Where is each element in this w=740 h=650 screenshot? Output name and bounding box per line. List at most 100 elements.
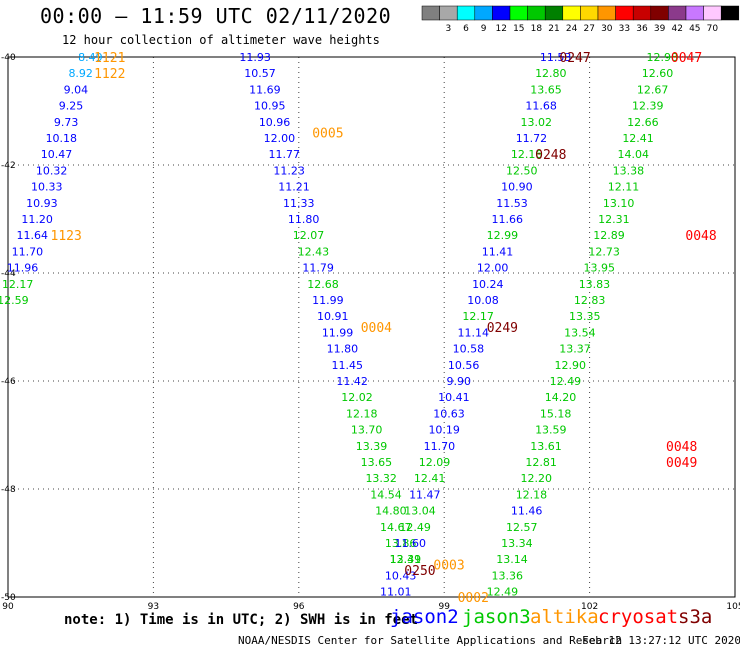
swh-value: 11.42 bbox=[336, 375, 368, 388]
swh-value: 11.14 bbox=[458, 326, 490, 339]
pass-time-label: 0048 bbox=[666, 440, 697, 455]
scale-label: 21 bbox=[548, 24, 559, 34]
x-tick-label: 105 bbox=[726, 602, 740, 612]
swh-value: 12.17 bbox=[462, 310, 494, 323]
swh-value: 13.65 bbox=[361, 456, 393, 469]
swh-value: 14.20 bbox=[545, 391, 577, 404]
swh-value: 9.73 bbox=[54, 116, 79, 129]
swh-value: 13.83 bbox=[579, 278, 611, 291]
scale-swatch bbox=[668, 5, 687, 21]
swh-value: 12.02 bbox=[341, 391, 373, 404]
scale-swatch bbox=[544, 5, 564, 21]
swh-value: 11.69 bbox=[249, 83, 281, 96]
y-tick-label: -50 bbox=[1, 593, 16, 603]
swh-value: 12.31 bbox=[390, 553, 422, 566]
swh-value: 12.73 bbox=[588, 245, 620, 258]
x-tick-label: 90 bbox=[2, 602, 14, 612]
scale-swatch bbox=[685, 5, 704, 21]
swh-value: 11.64 bbox=[16, 229, 48, 242]
x-tick-label: 96 bbox=[293, 602, 305, 612]
swh-value: 9.90 bbox=[446, 375, 471, 388]
scale-label: 3 bbox=[446, 24, 452, 34]
scale-label: 39 bbox=[654, 24, 666, 34]
swh-value: 13.36 bbox=[491, 569, 523, 582]
swh-value: 10.56 bbox=[448, 359, 480, 372]
scale-swatch bbox=[527, 5, 546, 21]
swh-value: 10.19 bbox=[428, 424, 460, 437]
swh-value: 11.53 bbox=[496, 197, 528, 210]
swh-value: 12.83 bbox=[574, 294, 606, 307]
y-axis: -40 -42 -44 -46 -48 -50 bbox=[1, 53, 16, 603]
chart-title: 00:00 – 11:59 UTC 02/11/2020 bbox=[40, 4, 392, 28]
swh-value: 12.57 bbox=[506, 521, 538, 534]
swh-value: 12.90 bbox=[554, 359, 586, 372]
swh-value: 12.59 bbox=[0, 294, 29, 307]
scale-swatch bbox=[456, 5, 476, 21]
y-tick-label: -46 bbox=[1, 377, 16, 387]
pass-time-label: 0002 bbox=[458, 591, 489, 606]
legend-jason3: jason3 bbox=[462, 606, 531, 628]
scale-swatch bbox=[439, 5, 458, 21]
swh-value: 11.20 bbox=[21, 213, 53, 226]
swh-value: 12.50 bbox=[506, 164, 538, 177]
swh-value: 10.18 bbox=[46, 132, 78, 145]
x-axis: 90 93 96 99 102 105 bbox=[2, 602, 740, 612]
swh-value: 11.93 bbox=[239, 51, 271, 64]
pass-time-label: 0250 bbox=[404, 564, 435, 579]
swh-value: 13.61 bbox=[530, 440, 562, 453]
x-tick-label: 102 bbox=[581, 602, 598, 612]
footnote: note: 1) Time is in UTC; 2) SWH is in fe… bbox=[64, 612, 419, 628]
y-tick-label: -40 bbox=[1, 53, 16, 63]
swh-value: 8.92 bbox=[68, 67, 93, 80]
scale-swatch bbox=[632, 5, 652, 21]
scale-label: 36 bbox=[636, 24, 648, 34]
y-tick-label: -44 bbox=[1, 269, 16, 279]
generated-timestamp: Feb 12 13:27:12 UTC 2020 bbox=[582, 634, 740, 647]
scale-label: 24 bbox=[566, 24, 578, 34]
swh-value: 11.77 bbox=[269, 148, 301, 161]
swh-value: 12.31 bbox=[598, 213, 630, 226]
swh-value: 13.34 bbox=[501, 537, 533, 550]
swh-value: 12.39 bbox=[632, 100, 664, 113]
swh-value: 12.60 bbox=[642, 67, 674, 80]
swh-value: 12.11 bbox=[608, 181, 640, 194]
swh-value: 12.81 bbox=[525, 456, 557, 469]
scale-swatch bbox=[597, 5, 616, 21]
y-tick-label: -48 bbox=[1, 485, 16, 495]
swh-value: 12.41 bbox=[414, 472, 446, 485]
swh-value: 11.23 bbox=[273, 164, 305, 177]
scale-swatch bbox=[580, 5, 599, 21]
swh-value: 14.04 bbox=[617, 148, 649, 161]
pass-time-label: 0049 bbox=[666, 456, 697, 471]
scale-label: 30 bbox=[601, 24, 613, 34]
swh-value: 11.96 bbox=[7, 262, 39, 275]
swh-value: 13.95 bbox=[584, 262, 616, 275]
scale-label: 70 bbox=[707, 24, 719, 34]
swh-value: 11.60 bbox=[395, 537, 427, 550]
pass-time-label: 0249 bbox=[487, 321, 518, 336]
swh-value: 12.18 bbox=[346, 407, 378, 420]
scale-label: 18 bbox=[531, 24, 543, 34]
swh-value: 11.53 bbox=[540, 51, 572, 64]
swh-value: 11.47 bbox=[409, 488, 441, 501]
swh-value: 12.99 bbox=[487, 229, 519, 242]
swh-value: 12.41 bbox=[622, 132, 654, 145]
swh-value: 13.35 bbox=[569, 310, 601, 323]
swh-value: 11.80 bbox=[327, 343, 359, 356]
swh-value: 12.20 bbox=[521, 472, 553, 485]
swh-value: 12.68 bbox=[307, 278, 339, 291]
scale-label: 27 bbox=[583, 24, 594, 34]
scale-swatch bbox=[720, 5, 740, 21]
swh-value: 10.41 bbox=[438, 391, 470, 404]
swh-value: 12.09 bbox=[419, 456, 451, 469]
pass-time-label: 1121 bbox=[94, 51, 125, 66]
swh-value: 11.66 bbox=[491, 213, 523, 226]
swh-value: 10.32 bbox=[36, 164, 68, 177]
swh-value: 13.39 bbox=[356, 440, 388, 453]
legend-cryosat: cryosat bbox=[598, 606, 679, 628]
scale-label: 6 bbox=[463, 24, 469, 34]
swh-value: 11.70 bbox=[12, 245, 44, 258]
x-tick-label: 99 bbox=[438, 602, 450, 612]
swh-value: 13.02 bbox=[521, 116, 553, 129]
